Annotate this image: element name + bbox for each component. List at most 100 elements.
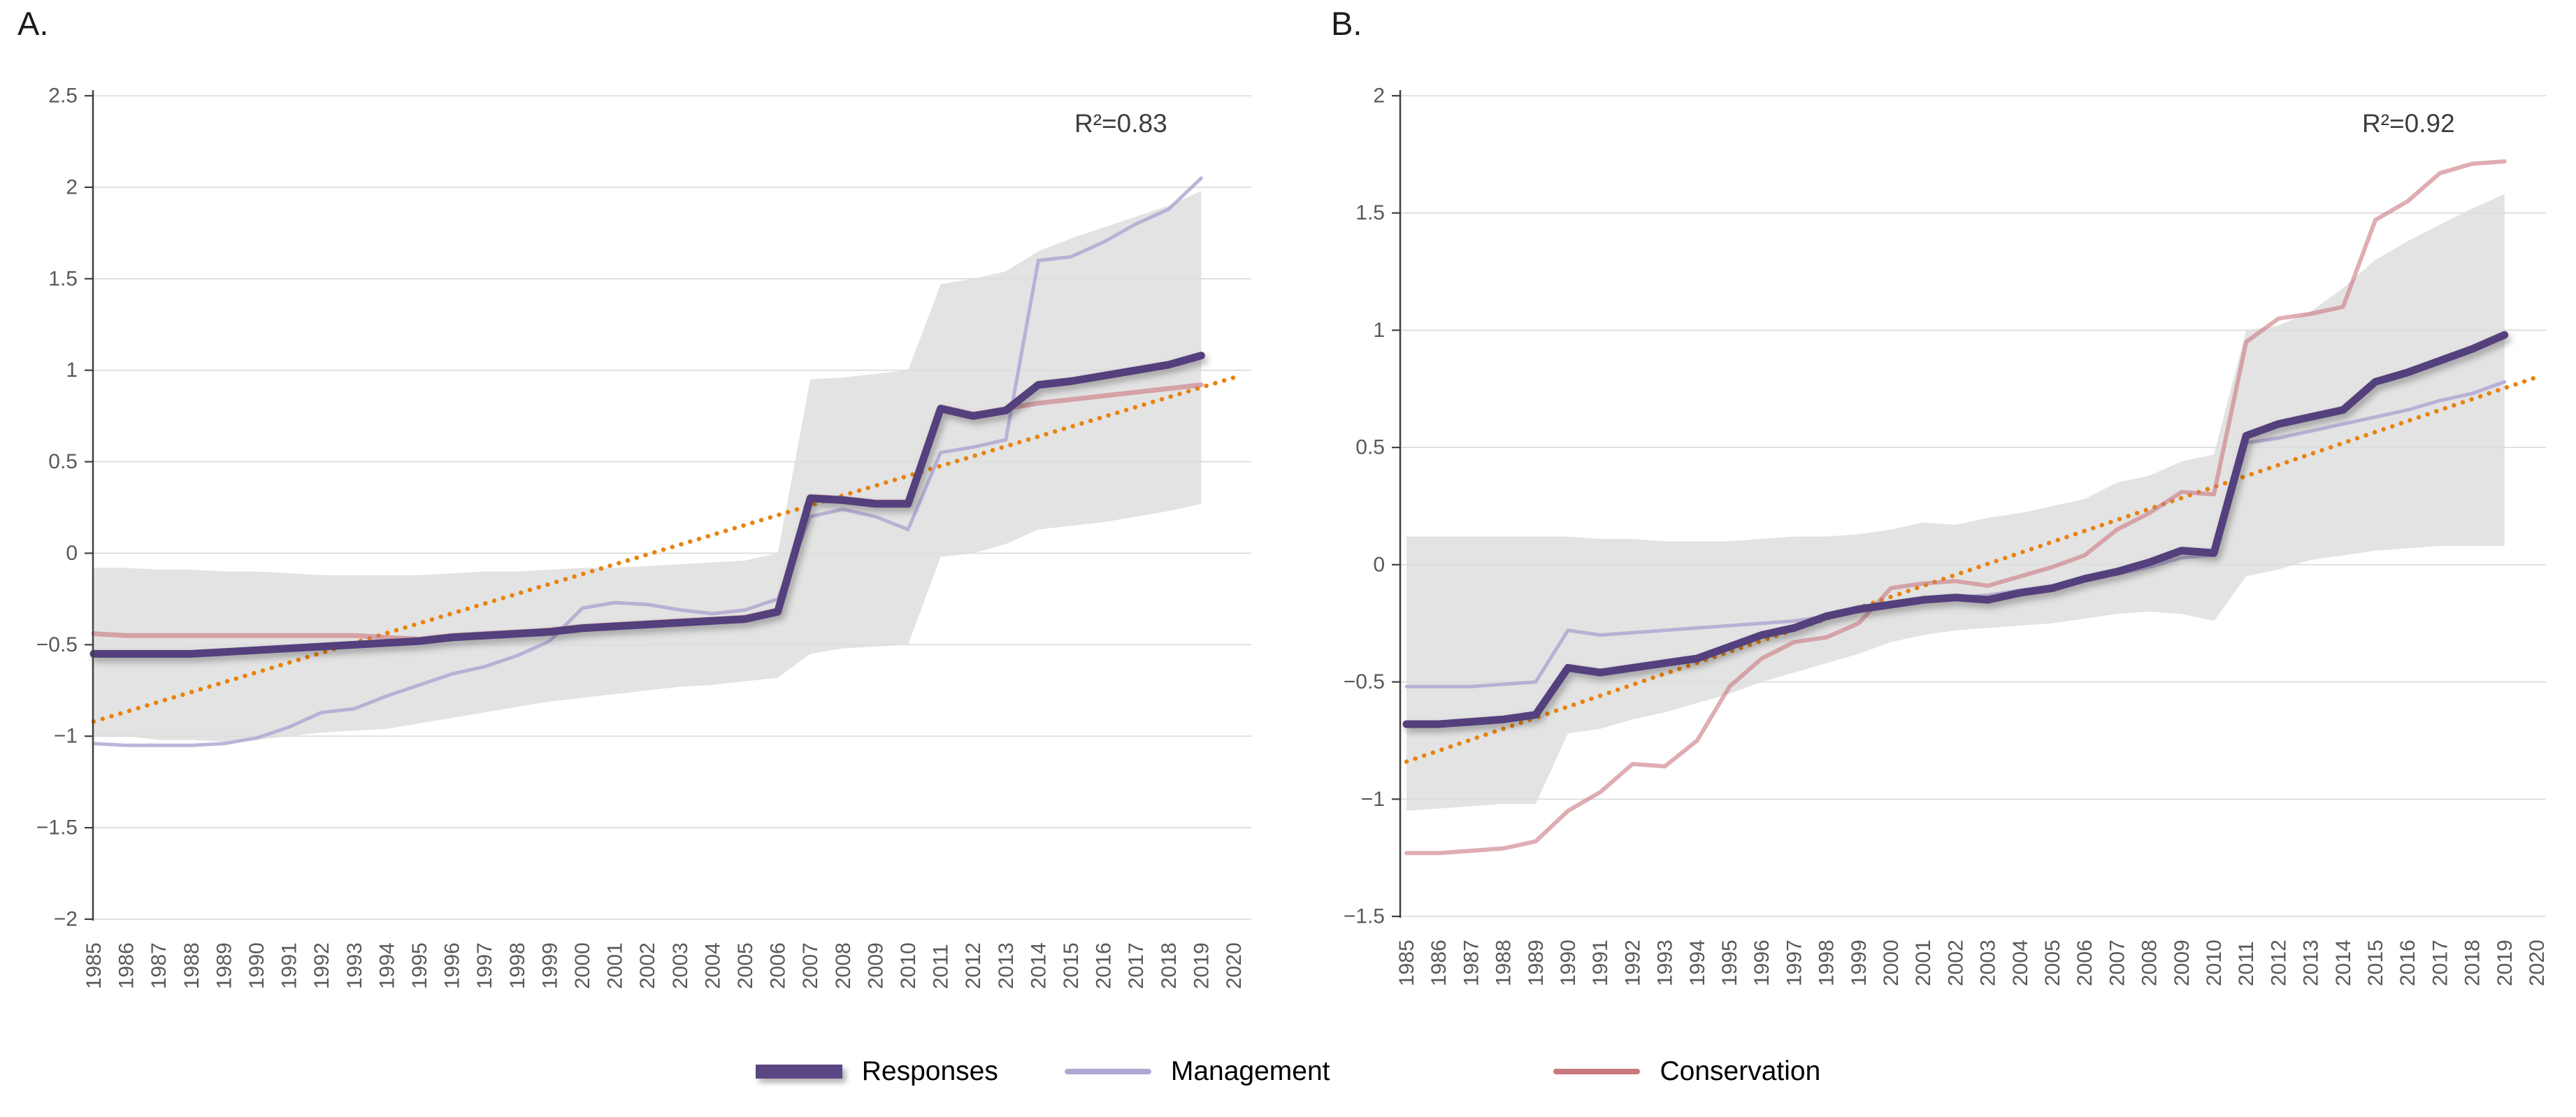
x-tick-label: 2013	[2300, 939, 2323, 986]
panel-a-title: A.	[17, 5, 49, 42]
x-tick-label: 1993	[343, 942, 366, 989]
y-tick-label: −0.5	[36, 633, 78, 656]
x-tick-label: 2004	[701, 942, 724, 989]
x-tick-label: 1990	[245, 942, 268, 989]
series-responses-line	[89, 352, 1205, 658]
x-tick-label: 1997	[1783, 939, 1806, 986]
y-tick-label: 1.5	[48, 267, 78, 290]
responses-line-swatch	[755, 1065, 842, 1079]
x-tick-label: 1989	[213, 942, 236, 989]
x-tick-label: 1994	[375, 942, 398, 989]
trend-line	[1404, 375, 2540, 764]
x-tick-label: 1988	[180, 942, 203, 989]
legend-item-responses: Responses	[755, 1056, 998, 1087]
x-tick-label: 2018	[1158, 942, 1181, 989]
x-tick-label: 1986	[115, 942, 138, 989]
x-tick-label: 2005	[734, 942, 757, 989]
y-tick-label: −1.5	[36, 816, 78, 839]
panel-a-r2-label: R²=0.83	[1074, 109, 1167, 138]
x-tick-label: 1985	[82, 942, 106, 989]
x-tick-label: 2007	[2106, 939, 2129, 986]
x-tick-label: 1997	[473, 942, 496, 989]
y-tick-label: −1	[1361, 788, 1385, 811]
confidence-band	[1406, 194, 2505, 812]
legend-item-conservation: Conservation	[1553, 1056, 1820, 1087]
y-tick-label: 0.5	[48, 450, 78, 473]
series-responses-line	[1402, 331, 2509, 728]
x-tick-label: 2016	[2396, 939, 2419, 986]
x-tick-label: 2009	[864, 942, 887, 989]
x-tick-label: 1993	[1654, 939, 1677, 986]
series-conservation-line	[1404, 159, 2507, 856]
x-tick-label: 2019	[2494, 939, 2517, 986]
y-tick-label: 2	[66, 175, 78, 199]
y-axis: 2 1.5 1 0.5 0 −0.5 −1 −1.5	[1344, 85, 1402, 928]
x-tick-label: 1994	[1686, 939, 1709, 986]
trend-line	[91, 375, 1237, 724]
y-tick-label: 0	[66, 542, 78, 565]
y-tick-label: 0	[1373, 553, 1385, 576]
x-tick-label: 1987	[1460, 939, 1483, 986]
x-tick-label: 1987	[147, 942, 171, 989]
x-tick-label: 2018	[2461, 939, 2484, 986]
x-tick-label: 1990	[1557, 939, 1580, 986]
x-tick-label: 2012	[2267, 939, 2290, 986]
x-tick-label: 1999	[538, 942, 561, 989]
x-tick-label: 2003	[669, 942, 692, 989]
x-tick-label: 2001	[604, 942, 627, 989]
x-tick-label: 2008	[832, 942, 855, 989]
y-tick-label: 1.5	[1355, 201, 1385, 224]
x-tick-label: 2006	[2073, 939, 2096, 986]
y-tick-label: −1.5	[1344, 905, 1385, 928]
x-tick-label: 1996	[1750, 939, 1773, 986]
x-tick-label: 1988	[1492, 939, 1516, 986]
x-tick-label: 2008	[2138, 939, 2161, 986]
x-tick-label: 2014	[1027, 942, 1050, 989]
x-tick-label: 2019	[1190, 942, 1213, 989]
y-tick-label: 2.5	[48, 85, 78, 108]
panel-b: B. R²=0.92 2 1.5 1 0.5 0 −0.5 −1 −1.5 1985 1986 19…	[1288, 0, 2576, 1031]
x-tick-label: 2006	[767, 942, 790, 989]
legend: Responses Management Conservation	[0, 1047, 2576, 1096]
x-tick-label: 2010	[897, 942, 920, 989]
x-tick-label: 2010	[2203, 939, 2226, 986]
x-tick-label: 2015	[1060, 942, 1083, 989]
x-axis-labels: 1985 1986 1987 1988 1989 1990 1991 1992 1993 1994…	[82, 942, 1246, 989]
management-line-swatch	[1064, 1069, 1151, 1074]
conservation-line-swatch	[1553, 1069, 1641, 1074]
x-tick-label: 2017	[1125, 942, 1148, 989]
y-tick-label: 2	[1373, 85, 1385, 108]
legend-label-responses: Responses	[861, 1056, 998, 1086]
x-tick-label: 2002	[1944, 939, 1967, 986]
x-tick-label: 2016	[1093, 942, 1116, 989]
x-tick-label: 2012	[962, 942, 985, 989]
x-tick-label: 2004	[2009, 939, 2032, 986]
x-tick-label: 2003	[1977, 939, 2000, 986]
x-tick-label: 2014	[2332, 939, 2355, 986]
y-tick-label: 1	[1373, 319, 1385, 342]
x-tick-label: 1986	[1427, 939, 1451, 986]
x-tick-label: 1998	[506, 942, 529, 989]
y-tick-label: −2	[54, 908, 78, 931]
legend-label-management: Management	[1170, 1056, 1330, 1086]
legend-item-management: Management	[1064, 1056, 1330, 1087]
x-tick-label: 2001	[1912, 939, 1935, 986]
panel-a: A. R²=0.83 2.5 2 1.5 1 0.5 0 −0.5 −1 −1.5 −2 1985 1…	[0, 0, 1288, 1031]
x-tick-label: 2015	[2364, 939, 2387, 986]
x-tick-label: 2020	[2526, 939, 2549, 986]
series-management-line	[92, 176, 1203, 747]
x-tick-label: 2009	[2171, 939, 2194, 986]
x-tick-label: 2000	[1880, 939, 1903, 986]
x-tick-label: 1991	[1589, 939, 1612, 986]
x-tick-label: 2000	[571, 942, 594, 989]
panel-b-r2-label: R²=0.92	[2362, 109, 2455, 138]
x-tick-label: 1999	[1848, 939, 1871, 986]
x-tick-label: 2013	[995, 942, 1018, 989]
y-tick-label: −0.5	[1344, 670, 1385, 693]
legend-label-conservation: Conservation	[1660, 1056, 1821, 1086]
x-tick-label: 2017	[2429, 939, 2452, 986]
x-tick-label: 2011	[930, 944, 953, 989]
x-tick-label: 1992	[1621, 939, 1644, 986]
